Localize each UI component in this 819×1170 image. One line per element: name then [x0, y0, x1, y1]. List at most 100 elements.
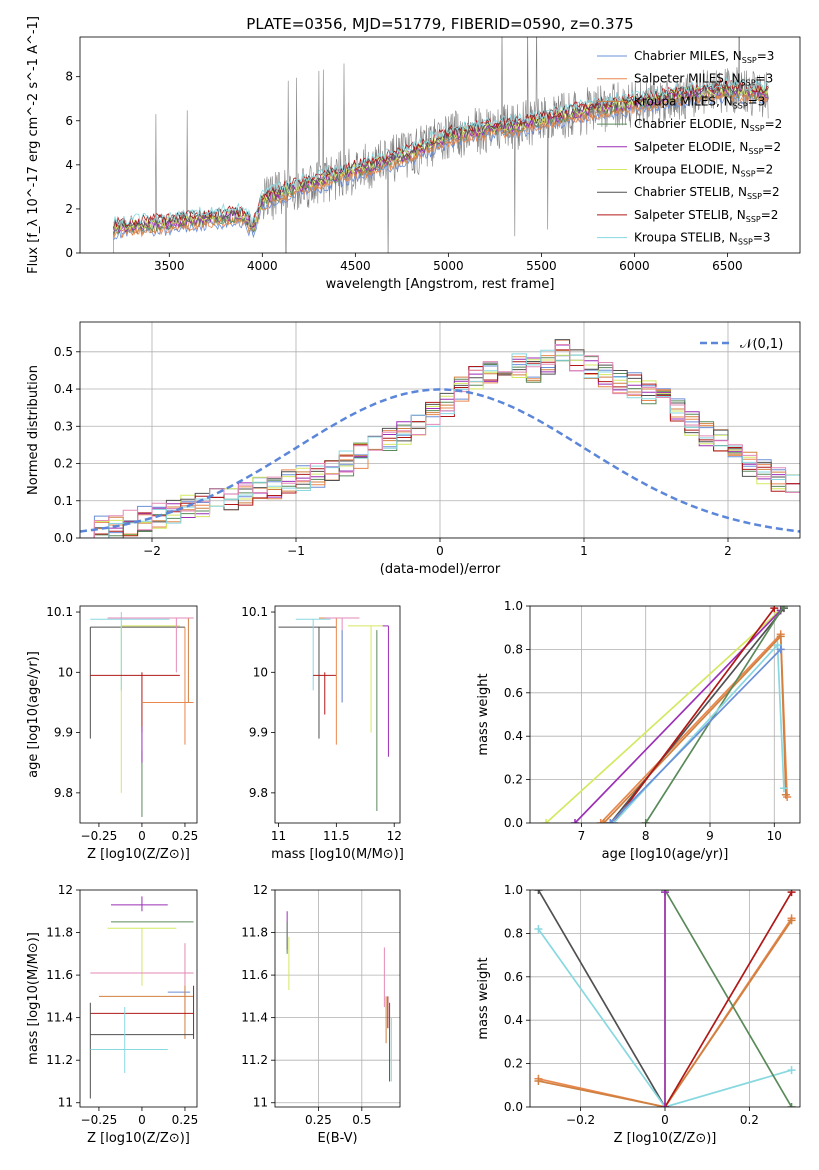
y-tick-label: 0.2 [504, 1057, 523, 1071]
plot-area-spectrum [113, 37, 769, 253]
normal-curve [80, 388, 800, 533]
x-tick-label: 0 [138, 829, 146, 843]
weight-marker [534, 1076, 543, 1085]
axes-frame [529, 605, 801, 824]
model-line-salpeter-miles [113, 90, 769, 239]
weight-marker [787, 1066, 796, 1075]
x-axis-label: Z [log10(Z/Z⊙)] [87, 847, 190, 862]
axes-frame [79, 889, 198, 1108]
legend-entry: Chabrier MILES, NSSP=3 [634, 49, 774, 65]
legend-subscript: SSP [742, 56, 757, 65]
x-axis-label: (data-model)/error [380, 562, 501, 577]
panel-age_vs_mass: 11 11.5 12 9.8 9.9 10 10.1 mass [log10(M/M⊙)] [241, 605, 404, 862]
axes-frame [274, 889, 401, 1108]
y-axis-label: age [log10(age/yr)] [26, 651, 41, 778]
axes-frame [274, 605, 401, 824]
plot-area-mass_vs_ebv [275, 890, 400, 1107]
y-tick-label: 11.8 [46, 926, 73, 940]
legend-entry: Kroupa STELIB, NSSP=3 [634, 231, 771, 247]
weight-marker [542, 819, 551, 823]
y-tick-label: 11.4 [46, 1011, 73, 1025]
x-tick-label: 3500 [154, 259, 185, 273]
y-tick-label: 0.6 [504, 686, 523, 700]
x-tick-label: 0.25 [172, 829, 199, 843]
weight-marker [661, 890, 669, 897]
weight-line [644, 606, 785, 823]
y-tick-label: 0.4 [54, 382, 73, 396]
y-axis-label: mass [log10(M/M⊙)] [26, 932, 41, 1065]
x-tick-label: −0.25 [81, 829, 118, 843]
weight-marker [779, 784, 788, 793]
x-tick-label: −1 [287, 544, 305, 558]
weight-marker [776, 645, 785, 654]
y-tick-label: 11.6 [241, 968, 268, 982]
plot-area-residuals [80, 322, 800, 538]
weight-line [545, 611, 779, 823]
weight-marker [770, 606, 779, 613]
y-tick-label: 0.8 [504, 642, 523, 656]
legend-value: =3 [756, 72, 774, 86]
y-axis-label: mass weight [476, 673, 491, 755]
histogram-step [80, 349, 800, 538]
y-tick-label: 2 [65, 202, 73, 216]
axes-frame [79, 321, 801, 539]
y-axis-label: Normed distribution [26, 365, 41, 495]
weight-line [609, 648, 782, 823]
legend: Chabrier MILES, NSSP=3 Salpeter MILES, NS… [597, 49, 782, 247]
x-tick-label: 6000 [619, 259, 650, 273]
x-tick-label: 5000 [433, 259, 464, 273]
y-tick-label: 4 [65, 158, 73, 172]
legend-entry: 𝒩(0,1) [740, 337, 783, 352]
x-tick-label: 10 [767, 829, 782, 843]
x-tick-label: 9 [706, 829, 714, 843]
x-tick-label: 6500 [712, 259, 743, 273]
x-tick-label: 0 [138, 1113, 146, 1127]
x-axis-label: Z [log10(Z/Z⊙)] [614, 1131, 717, 1146]
x-axis-label: E(B-V) [317, 1131, 357, 1146]
y-tick-label: 0.2 [504, 773, 523, 787]
x-axis-label: age [log10(age/yr)] [602, 847, 729, 862]
weight-marker [534, 925, 543, 934]
y-tick-label: 12 [253, 883, 268, 897]
legend-value: =2 [762, 185, 780, 199]
plot-area-mass_vs_Z [89, 896, 195, 1099]
weight-marker [661, 1103, 669, 1107]
y-tick-label: 0.0 [504, 1100, 523, 1114]
y-tick-label: 0.0 [54, 531, 73, 545]
legend-entry: Salpeter ELODIE, NSSP=2 [634, 140, 781, 156]
y-axis-label: Flux [f_λ 10^-17 erg cm^-2 s^-1 A^-1] [26, 16, 41, 274]
weight-marker [641, 819, 650, 823]
y-tick-label: 6 [65, 114, 73, 128]
legend-subscript: SSP [750, 124, 765, 133]
y-tick-label: 0.8 [504, 926, 523, 940]
y-tick-label: 0.0 [504, 816, 523, 830]
y-tick-label: 9.8 [249, 786, 268, 800]
x-tick-label: 0.25 [172, 1113, 199, 1127]
weight-marker [776, 632, 785, 641]
y-tick-label: 10.1 [241, 605, 268, 619]
legend-entry: Salpeter MILES, NSSP=3 [634, 72, 773, 88]
histogram-step [80, 339, 800, 538]
y-tick-label: 9.9 [54, 726, 73, 740]
y-tick-label: 10.1 [46, 605, 73, 619]
weight-marker [779, 606, 788, 610]
weight-marker [599, 819, 608, 823]
weight-marker [787, 890, 796, 897]
x-tick-label: −0.2 [566, 1113, 595, 1127]
x-tick-label: −2 [143, 544, 161, 558]
panel-mass_vs_Z: −0.25 0 0.25 11 11.2 11.4 11.6 11.8 12 Z [log10(Z… [26, 883, 198, 1146]
x-tick-label: −0.25 [81, 1113, 118, 1127]
model-line-kroupa-stelib [113, 77, 769, 227]
panel-age_vs_Z: −0.25 0 0.25 9.8 9.9 10 10.1 Z [log10(Z/Z⊙)] age… [26, 605, 198, 862]
legend-value: =2 [756, 163, 774, 177]
legend-entry: Salpeter STELIB, NSSP=2 [634, 208, 778, 224]
legend-subscript: SSP [748, 147, 763, 156]
y-tick-label: 1.0 [504, 883, 523, 897]
legend-value: =3 [748, 94, 766, 108]
weight-marker [787, 916, 796, 925]
y-tick-label: 11.2 [46, 1053, 73, 1067]
x-axis-label: wavelength [Angstrom, rest frame] [326, 277, 555, 292]
legend-entry: Kroupa MILES, NSSP=3 [634, 94, 765, 110]
panel-weight_vs_Z: −0.2 0 0.2 0.0 0.2 0.4 0.6 0.8 1.0 Z [log10(Z/Z⊙)… [476, 883, 801, 1146]
